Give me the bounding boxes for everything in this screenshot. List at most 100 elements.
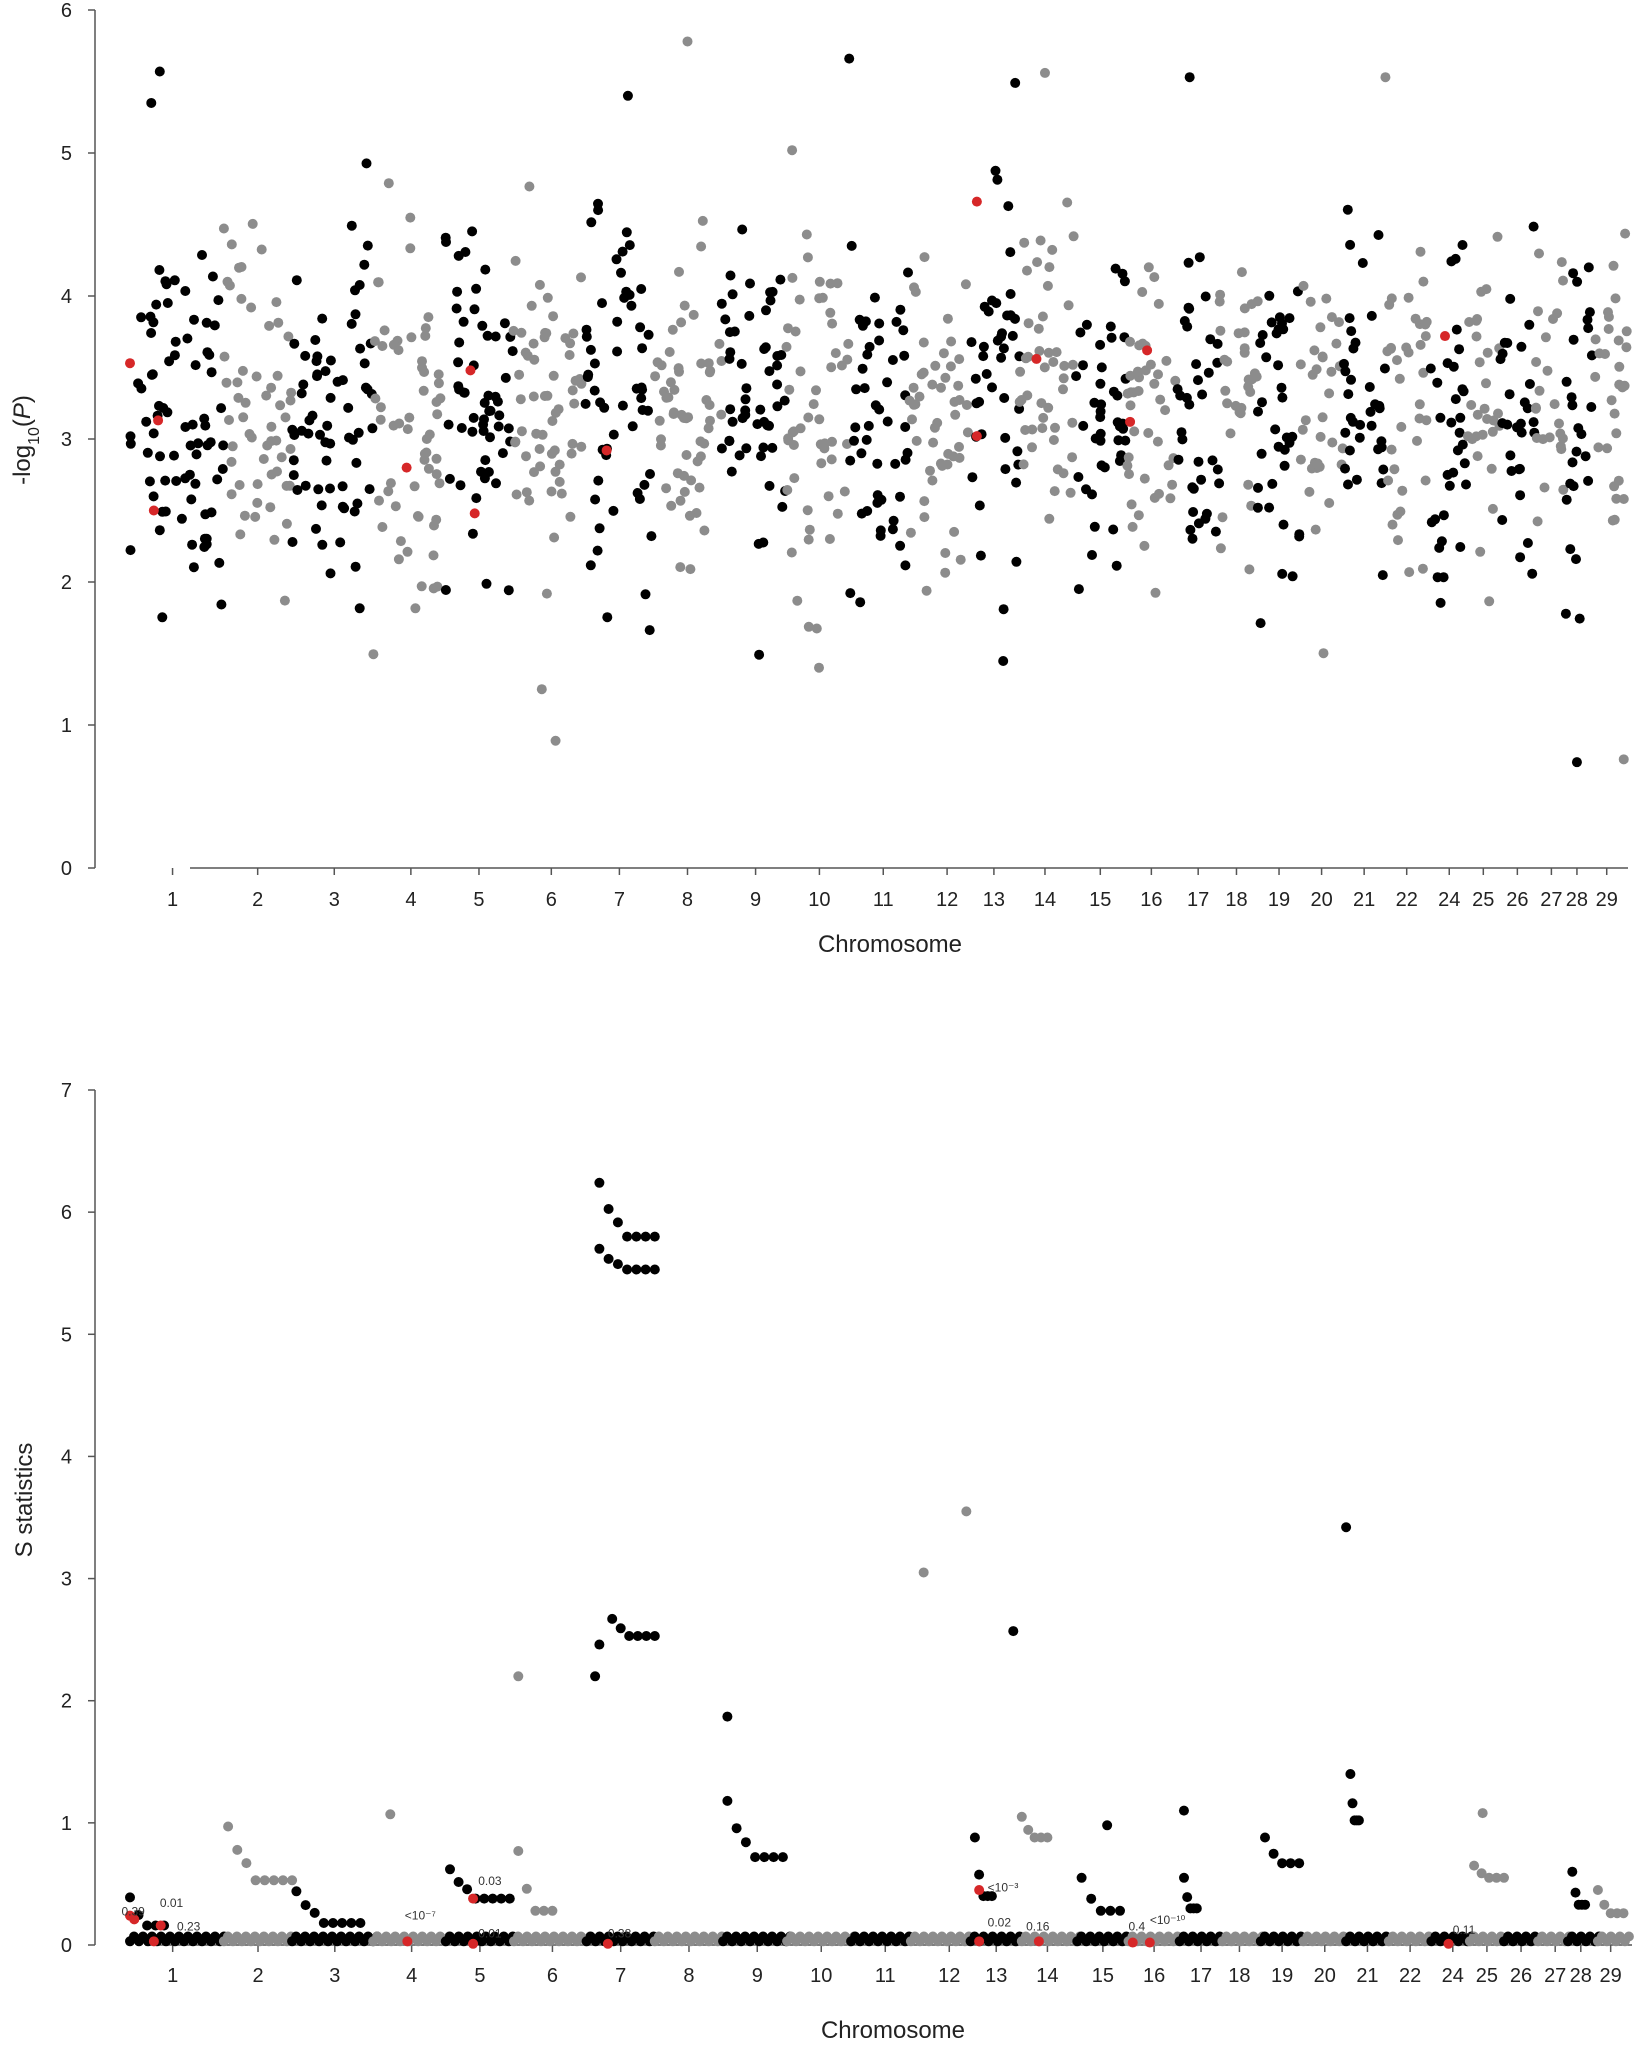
- snp-point: [142, 447, 153, 458]
- s-point: [640, 1231, 651, 1242]
- snp-point: [1233, 328, 1244, 339]
- snp-point: [1150, 587, 1161, 598]
- snp-point: [585, 560, 596, 571]
- snp-point: [298, 379, 309, 390]
- snp-point: [1212, 464, 1223, 475]
- snp-point: [556, 488, 567, 499]
- snp-point: [1457, 240, 1468, 250]
- snp-point: [151, 299, 162, 310]
- snp-point: [673, 363, 684, 374]
- snp-point: [1558, 484, 1569, 495]
- s-point: [125, 1892, 135, 1903]
- s-point: [232, 1844, 243, 1855]
- snp-point: [803, 621, 814, 632]
- snp-point: [720, 314, 731, 325]
- snp-point: [954, 354, 965, 365]
- snp-point: [1287, 571, 1298, 582]
- s-point: [241, 1858, 252, 1869]
- snp-point: [320, 366, 331, 377]
- x-tick-label: 15: [1089, 889, 1111, 911]
- snp-point: [524, 181, 535, 192]
- snp-point: [1583, 262, 1594, 273]
- snp-point: [1435, 597, 1446, 608]
- snp-point: [824, 534, 835, 544]
- snp-point: [1317, 352, 1328, 363]
- s-point-isolated: [590, 1671, 601, 1682]
- snp-point: [362, 240, 373, 251]
- snp-point: [1007, 330, 1018, 341]
- snp-point: [428, 550, 439, 561]
- snp-point: [221, 377, 232, 388]
- snp-point: [1446, 256, 1457, 267]
- snp-point: [589, 385, 600, 396]
- snp-point: [617, 400, 628, 411]
- snp-point: [524, 495, 535, 506]
- snp-point: [887, 355, 898, 365]
- x-tick-label: 24: [1442, 1965, 1464, 1987]
- snp-point: [851, 384, 862, 395]
- snp-point: [1267, 478, 1278, 489]
- snp-point: [494, 410, 505, 421]
- snp-point: [921, 585, 932, 596]
- snp-point: [1389, 464, 1400, 475]
- snp-point: [875, 525, 886, 536]
- snp-point: [158, 403, 169, 413]
- snp-point: [827, 318, 838, 329]
- snp-point: [1609, 481, 1620, 492]
- snp-point: [1220, 385, 1231, 396]
- snp-point: [1207, 455, 1218, 466]
- snp-point: [856, 448, 867, 459]
- snp-point: [725, 404, 736, 415]
- snp-point: [224, 280, 235, 291]
- snp-point: [1129, 426, 1140, 437]
- snp-point: [420, 330, 431, 341]
- snp-point: [1005, 289, 1016, 299]
- snp-point: [636, 284, 647, 294]
- x-tick-label: 1: [167, 889, 178, 911]
- snp-point: [217, 464, 228, 474]
- s-point: [479, 1893, 490, 1904]
- snp-point: [520, 347, 531, 358]
- snp-point: [1351, 474, 1362, 485]
- snp-point: [402, 424, 413, 435]
- snp-point: [862, 349, 873, 360]
- snp-point: [1108, 524, 1119, 535]
- snp-point: [1253, 406, 1263, 417]
- snp-point: [206, 367, 217, 378]
- snp-point: [288, 455, 299, 466]
- s-point: [1499, 1872, 1509, 1883]
- snp-point: [482, 330, 493, 341]
- snp-point: [281, 480, 292, 491]
- snp-point: [1012, 446, 1023, 457]
- snp-point: [1143, 262, 1154, 273]
- snp-point: [589, 358, 600, 369]
- snp-point: [814, 662, 824, 673]
- snp-point: [1113, 435, 1124, 446]
- x-tick-label: 11: [873, 889, 894, 911]
- snp-point: [564, 350, 575, 360]
- snp-point: [1187, 533, 1198, 544]
- snp-point: [863, 420, 874, 431]
- snp-point: [1049, 486, 1060, 497]
- snp-point: [453, 357, 464, 368]
- snp-point: [727, 289, 738, 300]
- snp-point: [1583, 475, 1594, 486]
- snp-point: [395, 536, 406, 547]
- snp-point: [1403, 292, 1414, 303]
- snp-point: [404, 412, 415, 423]
- snp-point: [1212, 338, 1223, 349]
- s-point: [1484, 1872, 1495, 1883]
- snp-point: [1273, 360, 1284, 371]
- highlighted-point: [129, 1914, 140, 1925]
- x-tick-label: 15: [1092, 1965, 1114, 1987]
- snp-point: [1348, 343, 1359, 354]
- snp-point: [1435, 412, 1446, 423]
- snp-point: [1477, 429, 1488, 440]
- snp-point: [1095, 339, 1106, 350]
- snp-point: [1454, 344, 1465, 355]
- snp-point: [911, 435, 922, 446]
- highlighted-snp: [601, 445, 612, 456]
- snp-point: [191, 449, 202, 460]
- snp-point: [256, 244, 267, 255]
